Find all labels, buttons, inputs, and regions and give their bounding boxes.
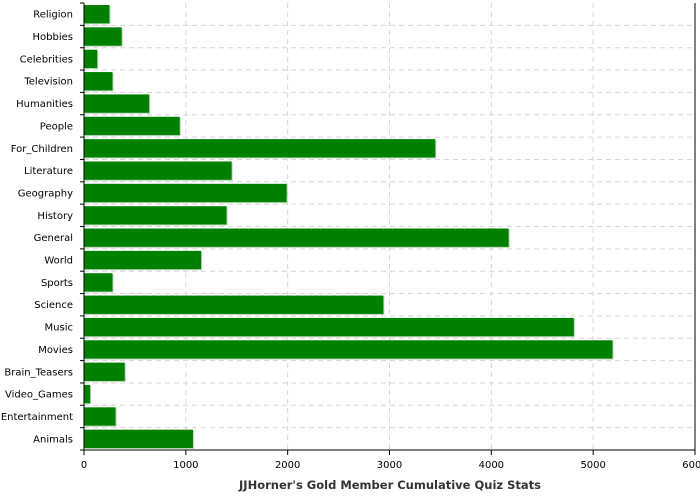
bar-general bbox=[84, 228, 509, 247]
category-label: General bbox=[34, 233, 73, 244]
category-label: Hobbies bbox=[33, 32, 73, 43]
axes bbox=[80, 2, 696, 455]
category-label: Animals bbox=[33, 434, 73, 445]
category-label: Science bbox=[34, 300, 73, 311]
bar-people bbox=[84, 116, 180, 136]
category-label: Humanities bbox=[16, 99, 73, 110]
category-label: Music bbox=[45, 323, 73, 334]
bar-hobbies bbox=[84, 27, 122, 46]
category-label: Geography bbox=[18, 188, 73, 199]
bar-celebrities bbox=[84, 49, 98, 69]
category-label: Literature bbox=[24, 166, 73, 177]
category-label: History bbox=[37, 211, 73, 222]
x-tick-label: 6000 bbox=[682, 460, 700, 471]
bar-music bbox=[84, 317, 574, 337]
x-axis-title: JJHorner's Gold Member Cumulative Quiz S… bbox=[238, 478, 541, 492]
category-label: Movies bbox=[38, 345, 73, 356]
category-label: Religion bbox=[33, 10, 73, 21]
bar-television bbox=[84, 72, 113, 91]
category-label: World bbox=[44, 256, 73, 267]
bar-geography bbox=[84, 183, 287, 203]
category-label: Entertainment bbox=[1, 412, 73, 423]
x-tick-label: 2000 bbox=[275, 460, 300, 471]
bar-movies bbox=[84, 340, 613, 359]
category-label: Celebrities bbox=[20, 54, 73, 65]
x-tick-label: 3000 bbox=[377, 460, 402, 471]
bar-religion bbox=[84, 5, 110, 24]
bar-science bbox=[84, 295, 384, 314]
bar-humanities bbox=[84, 94, 150, 113]
bars bbox=[84, 5, 614, 449]
bar-literature bbox=[84, 161, 232, 180]
x-tick-label: 1000 bbox=[173, 460, 198, 471]
bar-for-children bbox=[84, 139, 436, 158]
bar-entertainment bbox=[84, 407, 116, 426]
category-label: Television bbox=[23, 77, 73, 88]
bar-video-games bbox=[84, 384, 91, 404]
category-label: Brain_Teasers bbox=[4, 367, 73, 378]
category-label: Sports bbox=[41, 278, 73, 289]
x-tick-label: 4000 bbox=[479, 460, 504, 471]
bar-world bbox=[84, 250, 202, 270]
bar-brain-teasers bbox=[84, 362, 125, 381]
bar-animals bbox=[84, 429, 193, 448]
grid-lines bbox=[84, 3, 696, 450]
category-label: For_Children bbox=[11, 144, 73, 155]
category-label: People bbox=[40, 121, 73, 132]
x-tick-label: 0 bbox=[81, 460, 87, 471]
x-tick-label: 5000 bbox=[580, 460, 605, 471]
bar-history bbox=[84, 206, 227, 225]
category-label: Video_Games bbox=[5, 390, 73, 401]
labels: Religion Hobbies Celebrities Television Huma… bbox=[1, 10, 700, 471]
bar-sports bbox=[84, 273, 113, 292]
